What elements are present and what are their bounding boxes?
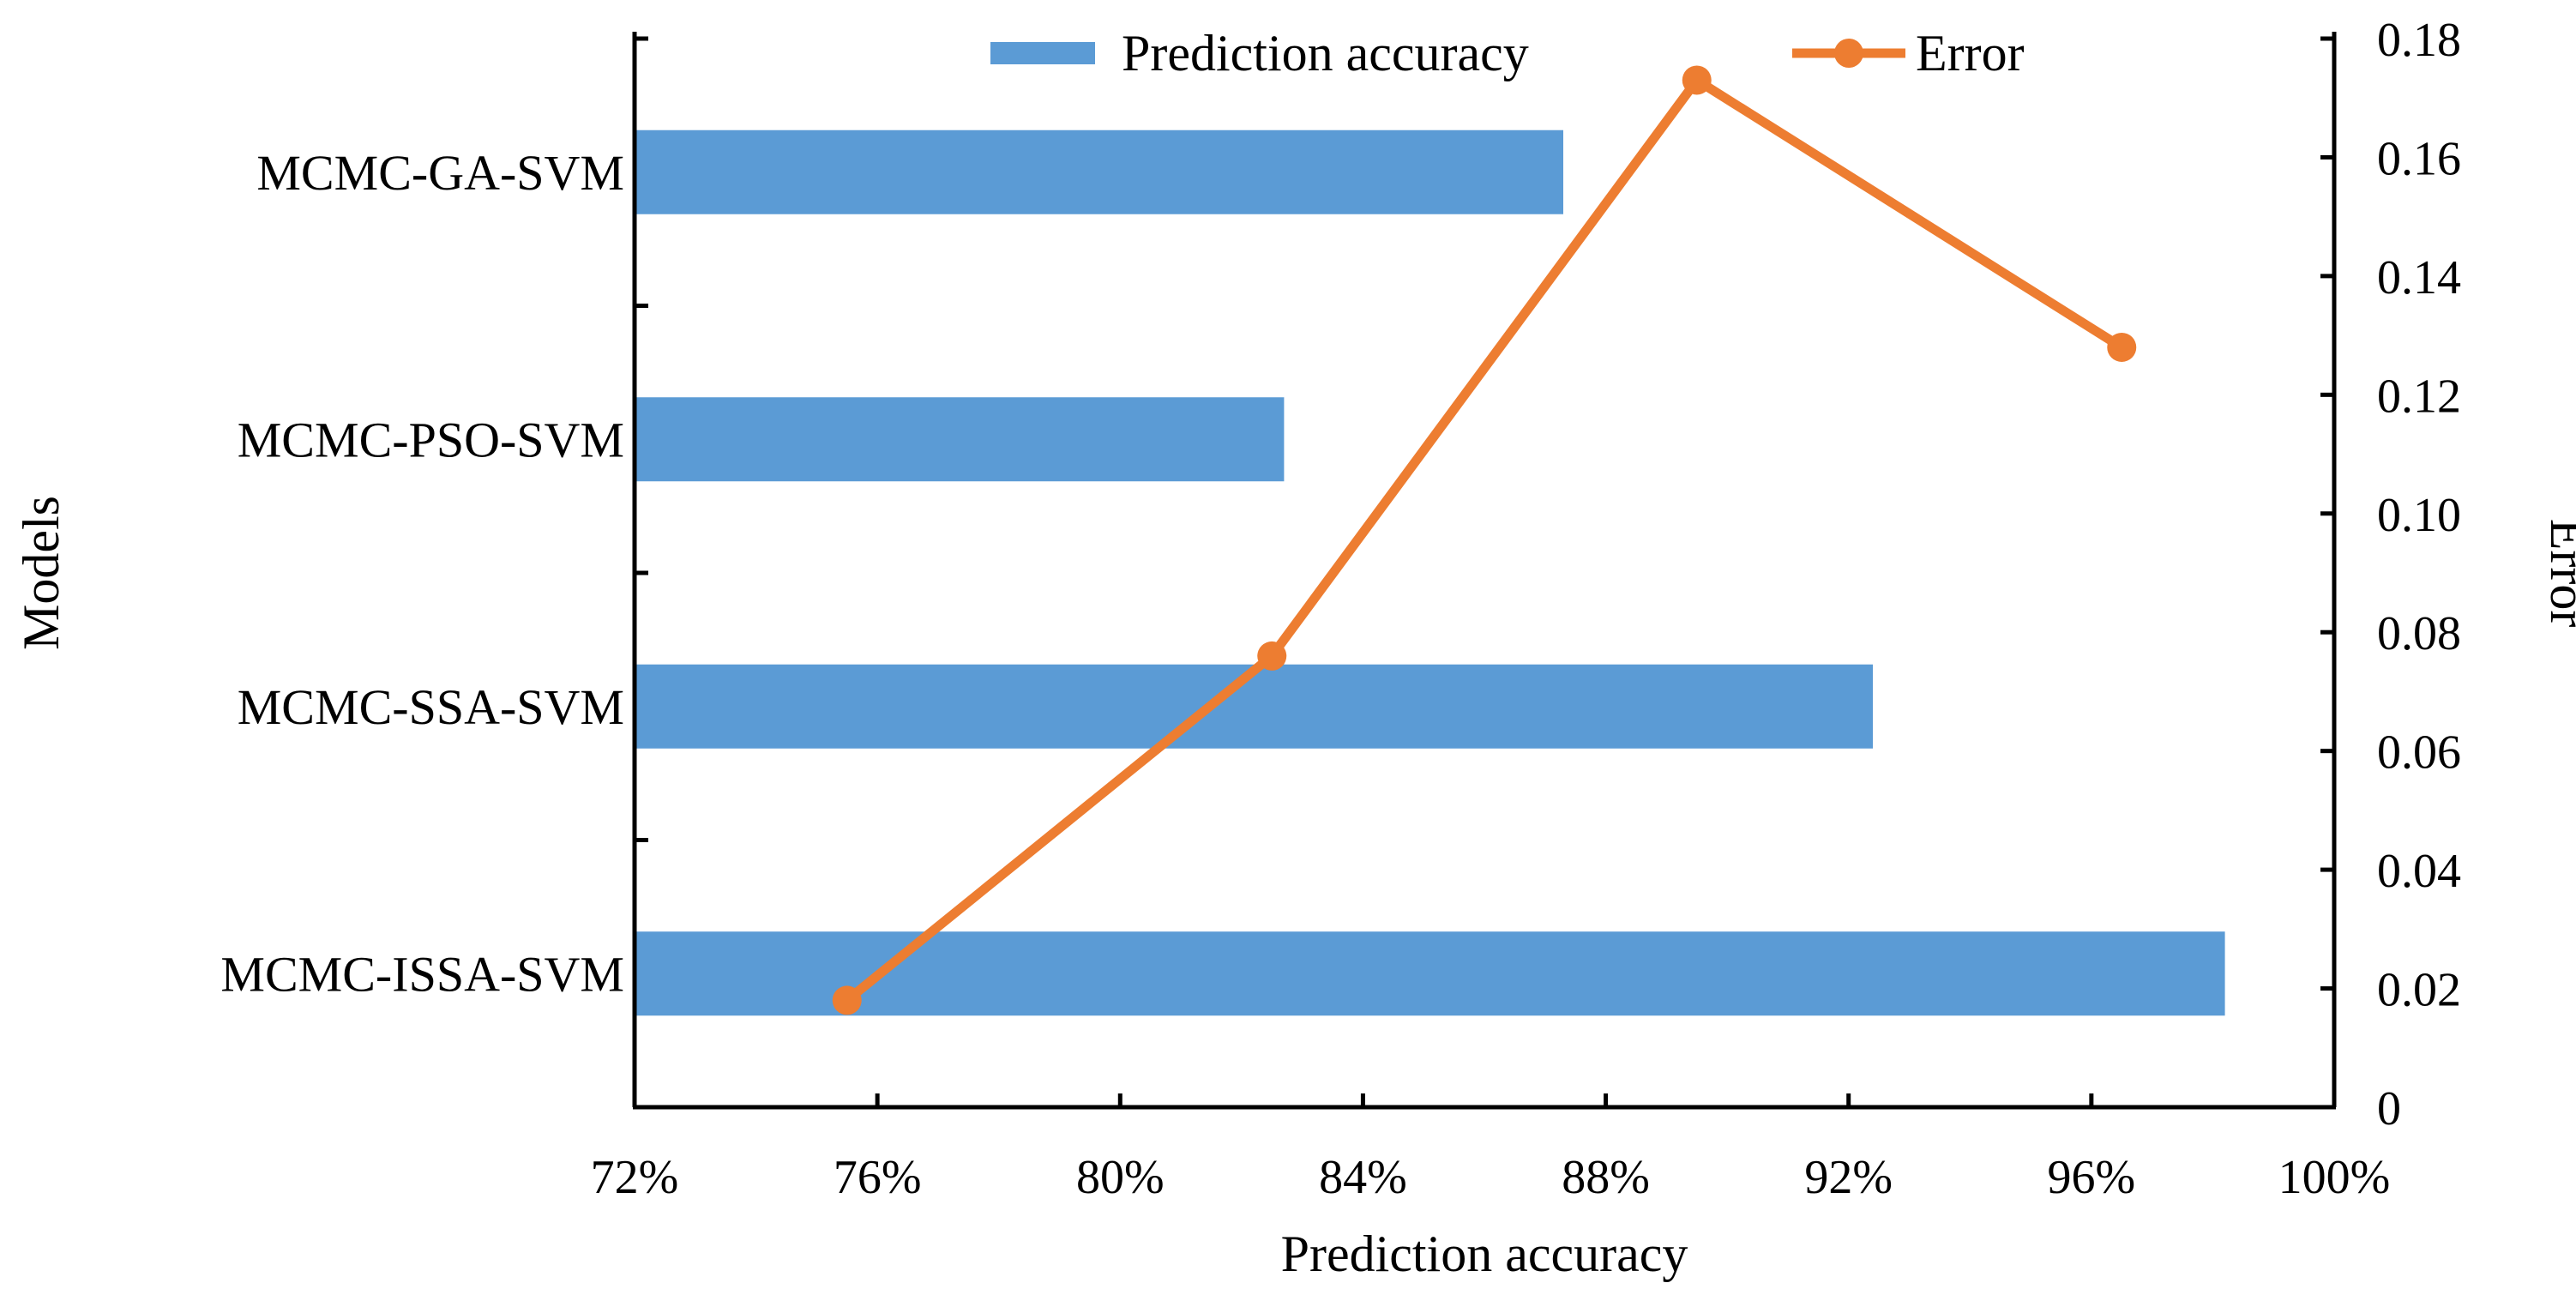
bar-mcmc-ga-svm	[635, 130, 1564, 214]
x-tick-label: 100%	[2278, 1151, 2391, 1204]
y-right-tick-label: 0.04	[2377, 845, 2461, 898]
error-point	[2107, 332, 2137, 362]
y-right-tick-label: 0	[2377, 1082, 2401, 1135]
legend-label-prediction-accuracy: Prediction accuracy	[1122, 25, 1529, 81]
legend-swatch-error-marker	[1834, 39, 1863, 68]
legend-label-error: Error	[1916, 25, 2025, 81]
y-right-tick-label: 0.06	[2377, 726, 2461, 780]
x-tick-label: 72%	[591, 1151, 679, 1204]
bars-layer	[635, 130, 2225, 1016]
x-tick-label: 92%	[1804, 1151, 1893, 1204]
x-tick-label: 80%	[1076, 1151, 1165, 1204]
error-point	[832, 985, 862, 1015]
y-right-tick-label: 0.02	[2377, 964, 2461, 1017]
y-right-tick-label: 0.16	[2377, 132, 2461, 185]
bar-mcmc-ssa-svm	[635, 664, 1874, 749]
y-right-tick-label: 0.12	[2377, 370, 2461, 423]
x-tick-label: 88%	[1562, 1151, 1650, 1204]
category-label: MCMC-SSA-SVM	[238, 679, 624, 735]
category-label: MCMC-PSO-SVM	[238, 412, 624, 467]
error-point	[1257, 641, 1287, 671]
category-label: MCMC-ISSA-SVM	[220, 946, 624, 1002]
y-right-tick-label: 0.10	[2377, 489, 2461, 542]
error-line-layer	[832, 65, 2137, 1015]
x-tick-label: 76%	[834, 1151, 922, 1204]
legend-swatch-prediction-accuracy	[990, 42, 1095, 64]
x-tick-label: 96%	[2048, 1151, 2136, 1204]
x-axis-title: Prediction accuracy	[1281, 1226, 1688, 1282]
y-right-tick-label: 0.18	[2377, 14, 2461, 67]
axes-layer	[632, 32, 2337, 1110]
error-point	[1682, 65, 1712, 95]
y-right-tick-label: 0.14	[2377, 251, 2461, 304]
category-label: MCMC-GA-SVM	[256, 145, 624, 201]
bar-mcmc-pso-svm	[635, 397, 1285, 482]
y-right-tick-label: 0.08	[2377, 607, 2461, 660]
bar-mcmc-issa-svm	[635, 931, 2225, 1016]
x-tick-label: 84%	[1319, 1151, 1407, 1204]
y-axis-left-title: Models	[13, 496, 69, 650]
legend: Prediction accuracy Error	[990, 25, 2025, 81]
error-line	[842, 75, 2127, 1005]
y-axis-right-title: Error	[2540, 519, 2576, 628]
labels-layer: MCMC-GA-SVM MCMC-PSO-SVM MCMC-SSA-SVM MCMC-…	[220, 14, 2461, 1204]
